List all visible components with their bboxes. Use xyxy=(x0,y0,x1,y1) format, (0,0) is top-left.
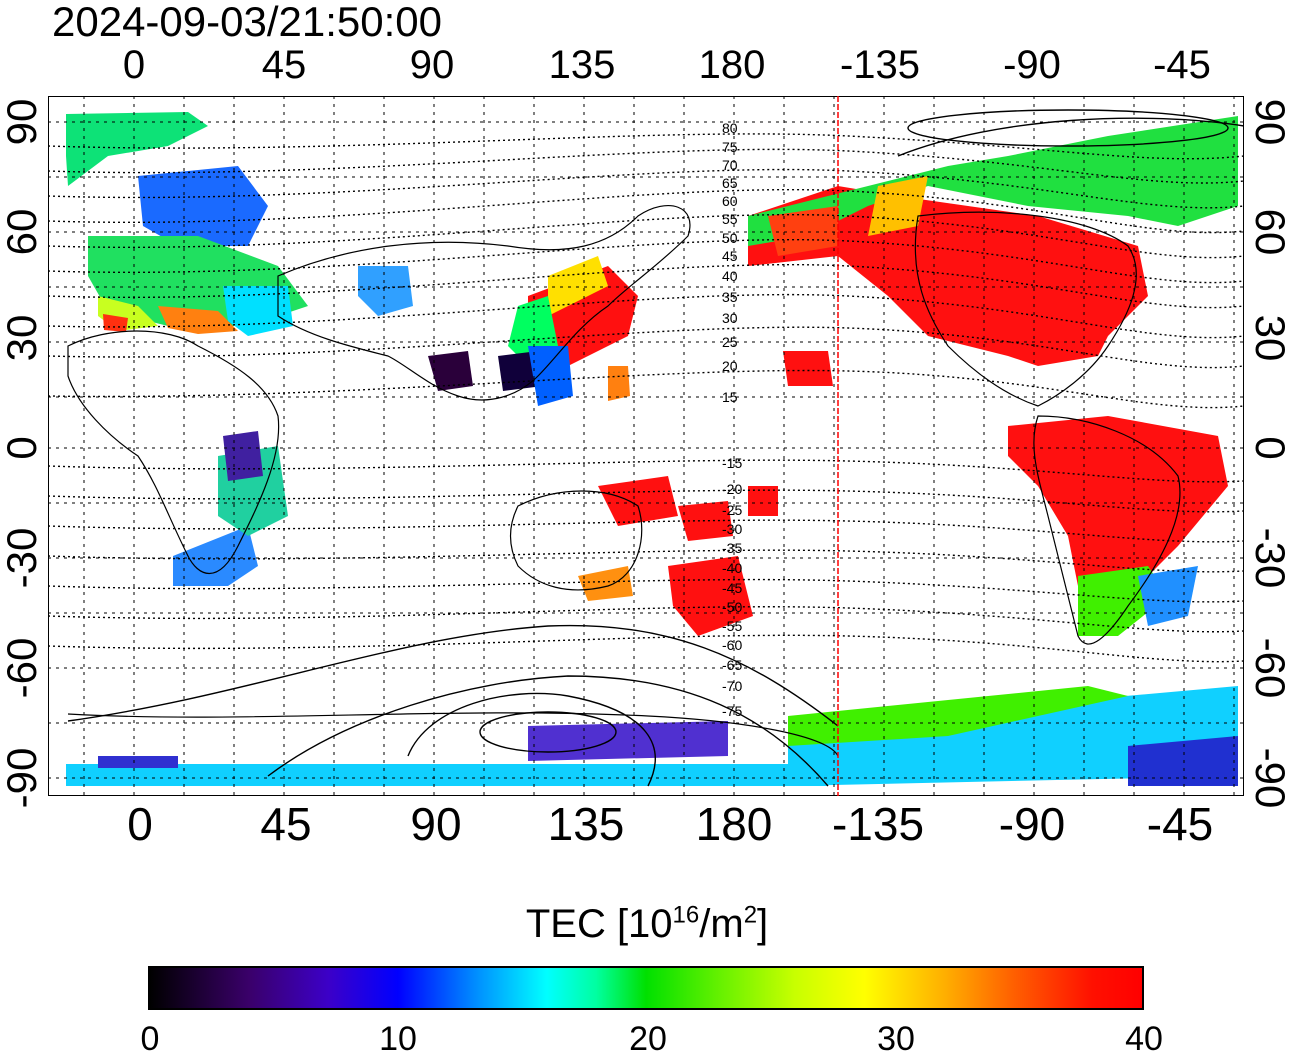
mlat-label: -30 xyxy=(722,521,743,537)
top-lon-tick: 0 xyxy=(122,43,146,87)
mlat-label: 70 xyxy=(722,157,738,173)
mlat-label: -75 xyxy=(722,703,743,719)
bottom-lon-tick: -45 xyxy=(1146,798,1214,850)
bottom-lon-tick: 90 xyxy=(410,798,462,850)
mlat-label: 45 xyxy=(722,248,738,264)
right-lat-tick: 30 xyxy=(1247,314,1294,362)
right-lat-tick: 90 xyxy=(1247,98,1294,146)
colorbar-title-unit-exponent: 2 xyxy=(743,901,758,929)
top-lon-tick: 135 xyxy=(548,43,616,87)
right-lat-tick: -90 xyxy=(1247,747,1294,809)
mlat-label: -45 xyxy=(722,580,743,596)
magnetic-latitude-contours xyxy=(48,133,1244,663)
mlat-label: 20 xyxy=(722,358,738,374)
top-lon-tick: 90 xyxy=(409,43,455,87)
mlat-label: -55 xyxy=(722,618,743,634)
left-lat-tick: -30 xyxy=(0,527,45,589)
top-lon-tick: -45 xyxy=(1153,43,1211,87)
coastlines xyxy=(67,205,1181,757)
mlat-label: 65 xyxy=(722,175,738,191)
mlat-label: 50 xyxy=(722,230,738,246)
colorbar-tick: 40 xyxy=(1125,1020,1163,1058)
left-lat-tick: 60 xyxy=(0,208,45,256)
colorbar-title-exponent: 16 xyxy=(672,901,700,929)
left-lat-tick: 0 xyxy=(0,436,45,460)
right-lat-tick: -30 xyxy=(1247,527,1294,589)
top-lon-tick: -90 xyxy=(1003,43,1061,87)
mlat-label: -35 xyxy=(722,540,743,556)
colorbar-title-unit: /m xyxy=(699,902,744,946)
colorbar-tick: 0 xyxy=(140,1020,160,1058)
left-lat-tick: 30 xyxy=(0,314,45,362)
left-lat-tick: 90 xyxy=(0,98,45,146)
left-lat-tick: -90 xyxy=(0,747,45,809)
magnetic-pole-contours xyxy=(67,109,1244,787)
bottom-lon-tick: 0 xyxy=(127,798,153,850)
top-lon-tick: 180 xyxy=(698,43,766,87)
colorbar-title: TEC [1016/m2] xyxy=(0,902,1294,946)
mlat-label: 40 xyxy=(722,268,738,284)
bottom-lon-tick: -90 xyxy=(998,798,1066,850)
mlat-label: -70 xyxy=(722,678,743,694)
mlat-label: -15 xyxy=(722,455,743,471)
bottom-lon-tick: 135 xyxy=(547,798,625,850)
mlat-label: -20 xyxy=(722,481,743,497)
mlat-label: 60 xyxy=(722,193,738,209)
left-lat-tick: -60 xyxy=(0,637,45,699)
bottom-lon-tick: 180 xyxy=(695,798,773,850)
colorbar-tick: 20 xyxy=(629,1020,667,1058)
colorbar-tick: 10 xyxy=(379,1020,417,1058)
mlat-label: -50 xyxy=(722,599,743,615)
mlat-label: 35 xyxy=(722,289,738,305)
mlat-label: 55 xyxy=(722,211,738,227)
top-lon-tick: 45 xyxy=(261,43,307,87)
tec-data-layer xyxy=(66,112,1238,786)
bottom-lon-tick: -135 xyxy=(831,798,925,850)
timestamp: 2024-09-03/21:50:00 xyxy=(52,0,442,45)
mlat-label: 25 xyxy=(722,334,738,350)
mlat-label: 75 xyxy=(722,139,738,155)
colorbar-title-suffix: ] xyxy=(757,902,769,946)
mlat-label: -25 xyxy=(722,502,743,518)
bottom-lon-tick: 45 xyxy=(260,798,312,850)
mlat-label: 80 xyxy=(722,120,738,136)
mlat-label: -65 xyxy=(722,657,743,673)
right-lat-tick: 60 xyxy=(1247,208,1294,256)
colorbar-tick: 30 xyxy=(877,1020,915,1058)
mlat-label: 30 xyxy=(722,310,738,326)
mlat-label: -40 xyxy=(722,560,743,576)
tec-world-map xyxy=(48,96,1244,796)
mlat-label: 15 xyxy=(722,389,738,405)
right-lat-tick: -60 xyxy=(1247,637,1294,699)
colorbar xyxy=(148,966,1144,1010)
top-lon-tick: -135 xyxy=(839,43,921,87)
right-lat-tick: 0 xyxy=(1247,436,1294,460)
mlat-label: -60 xyxy=(722,637,743,653)
colorbar-title-prefix: TEC [10 xyxy=(525,902,673,946)
